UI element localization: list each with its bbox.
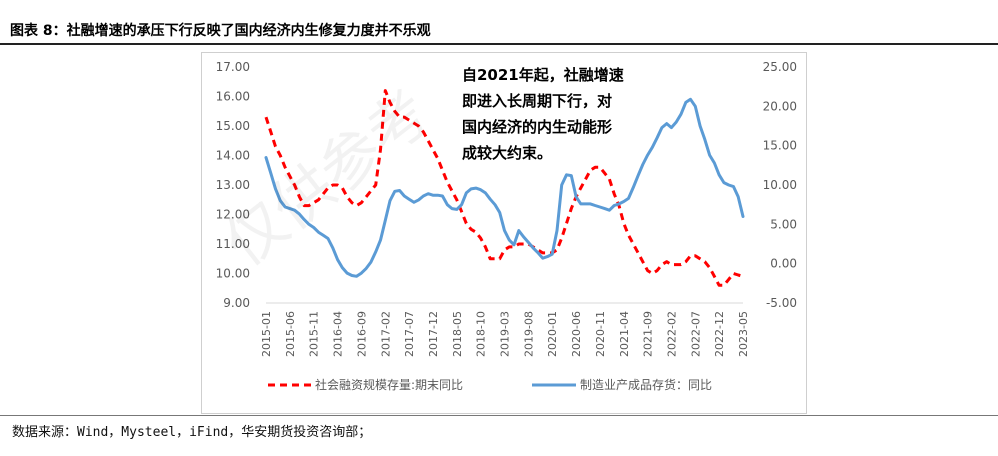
right-axis-tick-label: 25.00 [763,60,797,74]
x-axis-tick-label: 2017-02 [379,311,392,357]
annotation-line: 国内经济的内生动能形 [462,118,612,136]
legend-label-inventory: 制造业产成品存货：同比 [580,377,712,392]
title-rule [0,43,998,45]
annotation-line: 自2021年起，社融增速 [462,66,624,84]
left-axis-tick-label: 10.00 [216,267,250,281]
x-axis-tick-label: 2015-01 [260,311,273,357]
legend-label-social-financing: 社会融资规模存量:期末同比 [315,377,463,392]
right-axis-tick-label: 15.00 [763,139,797,153]
left-axis-tick-label: 15.00 [216,119,250,133]
source-rule [0,415,998,416]
right-axis-tick-label: -5.00 [766,296,797,310]
left-axis-tick-label: 12.00 [216,208,250,222]
right-axis-ticks: 25.00 20.00 15.00 10.00 5.00 0.00 -5.00 [763,60,797,310]
x-axis-tick-label: 2020-01 [546,311,559,357]
x-axis-tick-label: 2023-05 [737,311,750,357]
line-chart: 17.00 16.00 15.00 14.00 13.00 12.00 11.00 10.00… [216,60,797,392]
left-axis-tick-label: 11.00 [216,237,250,251]
x-axis-tick-label: 2016-09 [355,311,368,357]
right-axis-tick-label: 10.00 [763,178,797,192]
x-axis-tick-label: 2017-12 [427,311,440,357]
annotation-line: 即进入长周期下行，对 [462,92,612,110]
x-axis-ticks: 2015-01 2015-06 2015-11 2016-04 2016-09 2017-… [260,311,750,357]
x-axis-tick-label: 2018-10 [475,311,488,357]
x-axis-tick-label: 2022-07 [689,311,702,357]
right-axis-tick-label: 5.00 [770,217,797,231]
right-axis-tick-label: 0.00 [770,257,797,271]
figure-title: 图表 8：社融增速的承压下行反映了国内经济内生修复力度并不乐观 [10,23,431,39]
left-axis-tick-label: 17.00 [216,60,250,74]
x-axis-tick-label: 2015-11 [308,311,321,357]
left-axis-tick-label: 14.00 [216,149,250,163]
x-axis-tick-label: 2018-05 [451,311,464,357]
right-axis-tick-label: 20.00 [763,99,797,113]
data-source-note: 数据来源：Wind，Mysteel，iFind，华安期货投资咨询部； [12,425,372,440]
left-axis-tick-label: 16.00 [216,90,250,104]
x-axis-tick-label: 2019-08 [522,311,535,357]
series-social-financing-line [264,89,744,287]
left-axis-tick-label: 9.00 [223,296,250,310]
left-axis-ticks: 17.00 16.00 15.00 14.00 13.00 12.00 11.00 10.00… [216,60,250,310]
x-axis-tick-label: 2015-06 [284,311,297,357]
left-axis-tick-label: 13.00 [216,178,250,192]
chart-legend: 社会融资规模存量:期末同比 制造业产成品存货：同比 [268,377,712,392]
x-axis-tick-label: 2021-09 [642,311,655,357]
series-lines [264,89,745,287]
x-axis-tick-label: 2019-03 [499,311,512,357]
annotation-line: 成较大约束。 [462,144,552,162]
x-axis-tick-label: 2021-04 [618,311,631,357]
series-inventory-line [264,97,745,278]
x-axis-tick-label: 2020-11 [594,311,607,357]
x-axis-tick-label: 2016-04 [332,311,345,357]
chart-frame: 仅供 参考 17.00 16.00 15.00 14.00 13.00 12.00 11.0… [201,52,807,414]
x-axis-tick-label: 2017-07 [403,311,416,357]
x-axis-tick-label: 2022-12 [713,311,726,357]
x-axis-tick-label: 2020-06 [570,311,583,357]
x-axis-tick-label: 2022-02 [665,311,678,357]
